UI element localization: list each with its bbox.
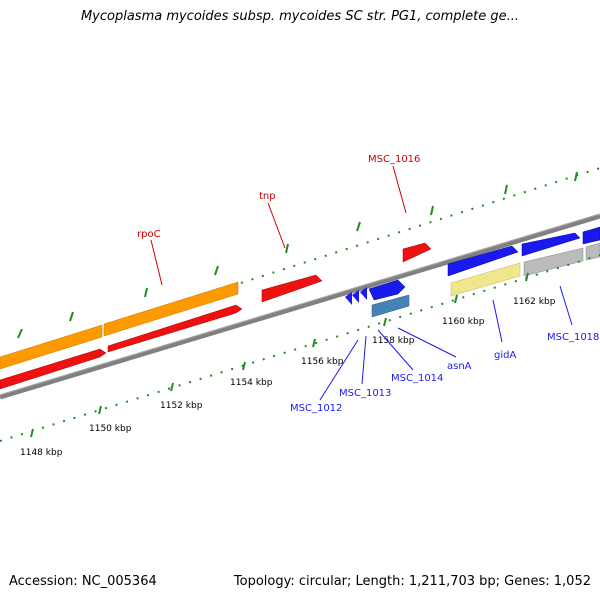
scale-label: 1148 kbp bbox=[20, 448, 63, 458]
reverse-gene[interactable] bbox=[107, 304, 243, 353]
gidA-gene[interactable] bbox=[450, 262, 521, 297]
scale-labels: 1148 kbp 1150 kbp 1152 kbp 1154 kbp 1156… bbox=[20, 297, 556, 458]
label-leader bbox=[319, 339, 359, 401]
inner-major-tick bbox=[242, 361, 246, 371]
gene-label-gidA[interactable]: gidA bbox=[494, 350, 516, 361]
MSC_1012-gene[interactable] bbox=[345, 292, 352, 305]
inner-tick-track bbox=[0, 254, 600, 442]
scale-label: 1152 kbp bbox=[160, 401, 203, 411]
upper-gene-labels: rpoC tnp MSC_1016 bbox=[137, 154, 420, 286]
label-leader bbox=[392, 165, 407, 214]
outer-major-tick bbox=[214, 265, 219, 276]
scale-label: 1158 kbp bbox=[372, 336, 415, 346]
pseudo-gene[interactable] bbox=[523, 247, 584, 277]
lower-gene-labels: MSC_1012 MSC_1013 MSC_1014 asnA gidA MSC… bbox=[290, 285, 599, 414]
MSC_1016-gene[interactable] bbox=[402, 242, 432, 263]
inner-major-tick bbox=[312, 338, 316, 348]
map-title: Mycoplasma mycoides subsp. mycoides SC s… bbox=[80, 9, 520, 24]
gene-label-MSC_1014[interactable]: MSC_1014 bbox=[391, 373, 443, 384]
genome-stats-label: Topology: circular; Length: 1,211,703 bp… bbox=[233, 574, 591, 589]
gene-label-rpoC[interactable]: rpoC bbox=[137, 229, 161, 240]
label-leader bbox=[492, 299, 503, 343]
outer-major-tick bbox=[17, 328, 23, 339]
outer-major-tick bbox=[144, 287, 148, 298]
scale-label: 1154 kbp bbox=[230, 378, 273, 388]
scale-label: 1162 kbp bbox=[513, 297, 556, 307]
gene-label-tnp[interactable]: tnp bbox=[259, 191, 276, 202]
label-leader bbox=[377, 329, 414, 371]
backbone-line bbox=[0, 213, 600, 400]
inner-major-tick bbox=[454, 294, 458, 304]
pseudo-gene[interactable] bbox=[585, 242, 600, 261]
label-leader bbox=[150, 239, 163, 286]
forward-gene[interactable] bbox=[521, 232, 581, 257]
MSC_1014-gene[interactable] bbox=[360, 287, 367, 300]
gene-label-MSC_1016[interactable]: MSC_1016 bbox=[368, 154, 420, 165]
inner-major-tick bbox=[170, 382, 174, 392]
outer-major-tick bbox=[504, 184, 508, 195]
inner-major-tick bbox=[525, 272, 529, 282]
misc-feature[interactable] bbox=[371, 294, 410, 318]
scale-label: 1156 kbp bbox=[301, 357, 344, 367]
reverse-strand-features bbox=[0, 242, 600, 390]
accession-label: Accession: NC_005364 bbox=[9, 574, 157, 589]
rpoC-rna-feature[interactable] bbox=[103, 281, 239, 337]
scale-label: 1150 kbp bbox=[89, 424, 132, 434]
outer-major-tick bbox=[285, 243, 289, 254]
asnA-gene[interactable] bbox=[368, 279, 406, 301]
outer-major-tick bbox=[574, 171, 578, 182]
MSC_1013-gene[interactable] bbox=[352, 290, 359, 303]
backbone bbox=[0, 213, 600, 400]
scale-label: 1160 kbp bbox=[442, 317, 485, 327]
backbone-highlight bbox=[0, 213, 600, 396]
inner-major-tick bbox=[383, 317, 387, 327]
gene-label-MSC_1018[interactable]: MSC_1018 bbox=[547, 332, 599, 343]
label-leader bbox=[361, 335, 367, 385]
gene-label-MSC_1013[interactable]: MSC_1013 bbox=[339, 388, 391, 399]
inner-major-tick bbox=[98, 405, 102, 415]
inner-major-tick bbox=[30, 428, 34, 438]
forward-gene[interactable] bbox=[582, 226, 600, 245]
outer-tick-track bbox=[0, 167, 600, 361]
outer-major-tick bbox=[356, 221, 361, 232]
outer-major-tick bbox=[69, 311, 74, 322]
reverse-gene[interactable] bbox=[0, 348, 107, 390]
gene-label-asnA[interactable]: asnA bbox=[447, 361, 472, 372]
label-leader bbox=[267, 202, 286, 249]
rna-feature[interactable] bbox=[0, 324, 103, 370]
label-leader bbox=[559, 285, 573, 326]
gene-label-MSC_1012[interactable]: MSC_1012 bbox=[290, 403, 342, 414]
outer-major-tick bbox=[430, 205, 434, 216]
tnp-gene[interactable] bbox=[261, 274, 323, 303]
forward-strand-features bbox=[0, 226, 600, 370]
forward-gene[interactable] bbox=[447, 245, 519, 277]
label-leader bbox=[397, 327, 457, 358]
